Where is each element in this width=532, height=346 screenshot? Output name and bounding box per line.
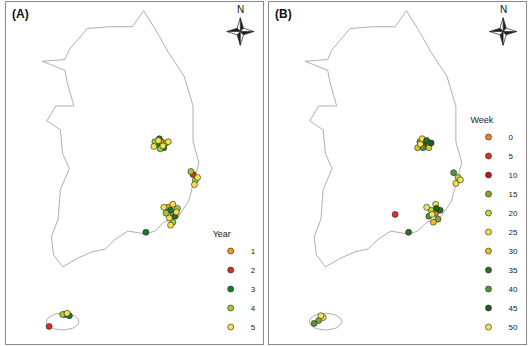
svg-text:40: 40: [508, 285, 517, 294]
svg-text:0: 0: [508, 133, 513, 142]
svg-text:(A): (A): [12, 7, 29, 21]
svg-text:1: 1: [251, 247, 256, 256]
svg-text:10: 10: [508, 171, 517, 180]
svg-text:5: 5: [251, 323, 256, 332]
svg-text:30: 30: [508, 247, 517, 256]
svg-text:15: 15: [508, 190, 517, 199]
svg-text:N: N: [500, 4, 507, 15]
svg-text:5: 5: [508, 152, 513, 161]
svg-text:25: 25: [508, 228, 517, 237]
svg-text:50: 50: [508, 323, 517, 332]
svg-text:Week: Week: [470, 115, 493, 125]
svg-text:(B): (B): [275, 7, 292, 21]
svg-text:N: N: [237, 4, 244, 15]
svg-text:20: 20: [508, 209, 517, 218]
svg-text:4: 4: [251, 304, 256, 313]
svg-text:3: 3: [251, 285, 256, 294]
svg-text:2: 2: [251, 266, 256, 275]
svg-text:45: 45: [508, 304, 517, 313]
svg-text:35: 35: [508, 266, 517, 275]
svg-text:Year: Year: [213, 229, 231, 239]
